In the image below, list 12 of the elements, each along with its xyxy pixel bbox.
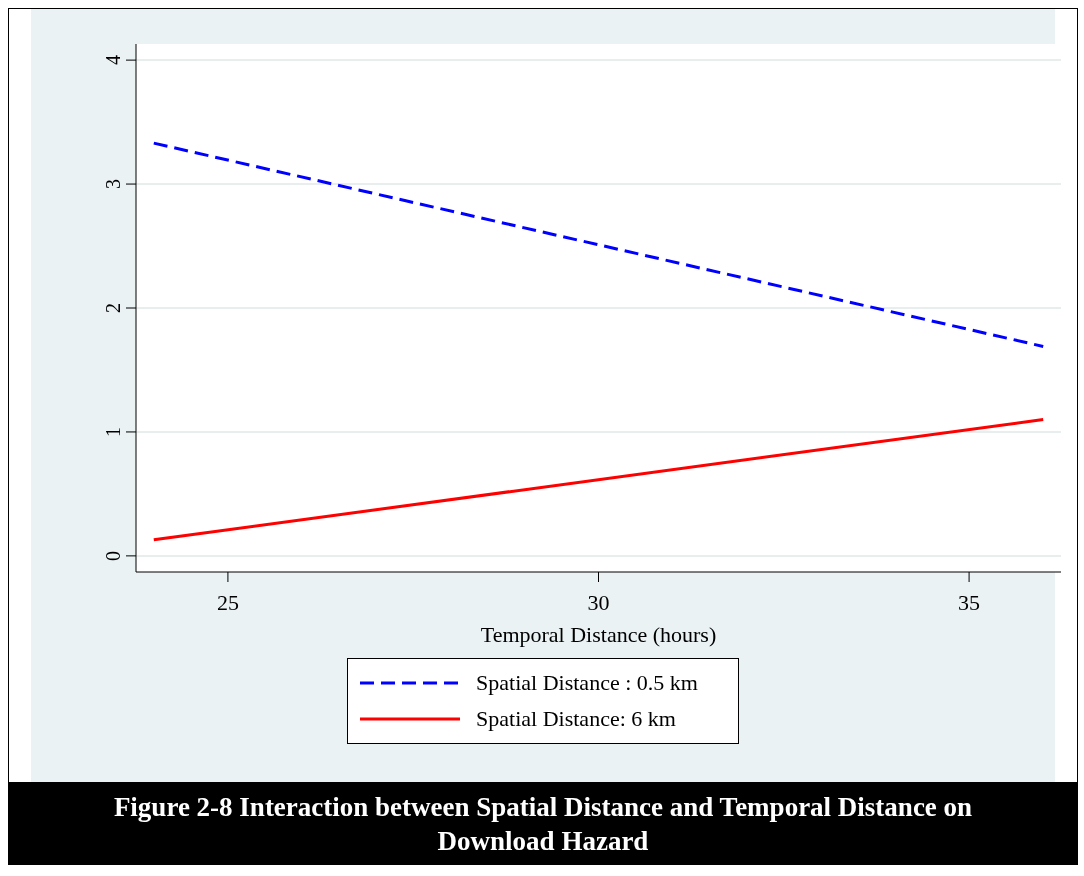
x-tick-label: 35 xyxy=(958,589,981,615)
y-tick-label: 4 xyxy=(102,55,124,66)
legend-label: Spatial Distance : 0.5 km xyxy=(476,670,698,696)
y-tick-label: 0 xyxy=(102,550,124,561)
x-axis-title: Temporal Distance (hours) xyxy=(480,622,717,647)
y-tick-label: 2 xyxy=(102,303,124,313)
y-tick-label: 1 xyxy=(102,426,124,437)
y-tick-label: 3 xyxy=(102,179,124,190)
x-tick-label: 30 xyxy=(587,589,610,615)
text: Figure 2-8 Interaction between Spatial Distance and Temporal Distance on Download Hazard xyxy=(9,782,1077,864)
x-tick-label: 25 xyxy=(216,589,239,615)
legend-label: Spatial Distance: 6 km xyxy=(476,706,676,732)
